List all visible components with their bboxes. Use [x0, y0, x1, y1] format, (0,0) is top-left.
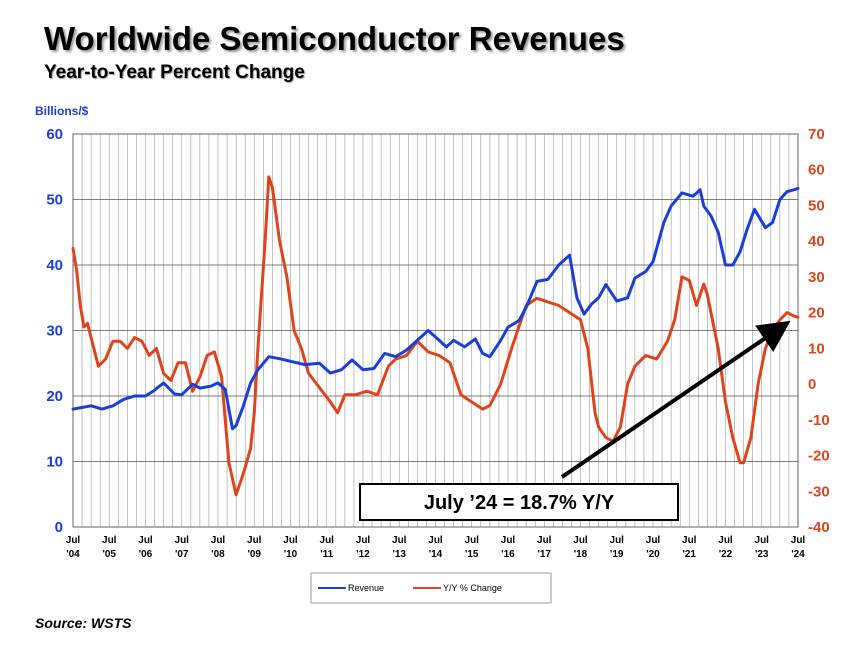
legend-label-yoy: Y/Y % Change [443, 583, 502, 593]
y-tick-label-left: 60 [46, 126, 63, 143]
x-tick-label: '17 [537, 549, 551, 560]
x-tick-label: '22 [719, 549, 733, 560]
x-tick-label: Jul [610, 535, 625, 546]
x-tick-label: '18 [574, 549, 588, 560]
chart-subtitle: Year-to-Year Percent Change [44, 62, 305, 83]
x-tick-label: '15 [465, 549, 479, 560]
x-tick-label: Jul [175, 535, 190, 546]
x-tick-label: Jul [392, 535, 407, 546]
legend-label-revenue: Revenue [348, 583, 384, 593]
x-tick-label: '23 [755, 549, 769, 560]
x-tick-label: '07 [175, 549, 189, 560]
x-tick-label: Jul [102, 535, 117, 546]
y-tick-label-right: 70 [808, 126, 825, 143]
x-tick-label: Jul [247, 535, 262, 546]
y-tick-label-right: 50 [808, 197, 825, 214]
y-tick-label-right: 20 [808, 305, 825, 322]
x-axis-ticks: Jul '04 Jul '05 Jul '06 Jul '07 Jul '08 Jul '09 Jul '… [66, 535, 806, 560]
x-tick-label: Jul [320, 535, 335, 546]
x-tick-label: Jul [356, 535, 371, 546]
y-tick-label-right: 30 [808, 269, 825, 286]
x-tick-label: Jul [646, 535, 661, 546]
x-tick-label: '04 [66, 549, 80, 560]
x-tick-label: Jul [573, 535, 588, 546]
y-tick-label-right: 40 [808, 233, 825, 250]
y-tick-label-left: 10 [46, 454, 63, 471]
y-tick-label-right: 60 [808, 162, 825, 179]
y-tick-label-right: -40 [808, 519, 830, 536]
y-tick-label-left: 40 [46, 257, 63, 274]
annotation-box [359, 483, 679, 521]
x-tick-label: '19 [610, 549, 624, 560]
annotation-arrow [560, 320, 791, 479]
x-tick-label: '10 [284, 549, 298, 560]
x-tick-label: '21 [682, 549, 696, 560]
x-tick-label: Jul [718, 535, 733, 546]
x-tick-label: Jul [138, 535, 153, 546]
x-tick-label: '11 [320, 549, 333, 560]
x-tick-label: '12 [356, 549, 370, 560]
annotation-text: July ’24 = 18.7% Y/Y [424, 492, 615, 514]
x-tick-label: '16 [501, 549, 515, 560]
plot-area [72, 133, 799, 528]
x-tick-label: '09 [247, 549, 261, 560]
x-tick-label: Jul [66, 535, 81, 546]
y-tick-label-left: 20 [46, 388, 63, 405]
x-tick-label: '24 [791, 549, 805, 560]
x-tick-label: Jul [791, 535, 806, 546]
x-tick-label: Jul [465, 535, 480, 546]
y-tick-label-right: 10 [808, 340, 825, 357]
series-line-yoy [71, 175, 800, 497]
y-tick-label-right: -10 [808, 412, 830, 429]
x-tick-label: '08 [211, 549, 225, 560]
x-tick-label: Jul [283, 535, 298, 546]
source-note: Source: WSTS [35, 615, 132, 631]
y-tick-label-right: -30 [808, 483, 830, 500]
x-tick-label: Jul [428, 535, 443, 546]
y-tick-label-right: 0 [808, 376, 816, 393]
y-tick-label-left: 30 [46, 323, 63, 340]
x-tick-label: Jul [501, 535, 516, 546]
y-tick-label-right: -20 [808, 448, 830, 465]
chart-title: Worldwide Semiconductor Revenues [44, 20, 625, 57]
x-tick-label: '20 [646, 549, 660, 560]
x-tick-label: Jul [755, 535, 770, 546]
x-tick-label: '14 [429, 549, 443, 560]
x-tick-label: '13 [392, 549, 406, 560]
series-line-revenue [71, 186, 800, 431]
y-tick-label-left: 50 [46, 192, 63, 209]
x-tick-label: '05 [102, 549, 116, 560]
x-tick-label: Jul [211, 535, 226, 546]
left-axis-ticks: 0 10 20 30 40 50 60 [46, 126, 63, 536]
right-axis-ticks: -40 -30 -20 -10 0 10 20 30 40 50 60 70 [808, 126, 830, 536]
x-tick-label: '06 [139, 549, 153, 560]
x-tick-label: Jul [682, 535, 697, 546]
x-tick-label: Jul [537, 535, 552, 546]
y-axis-label: Billions/$ [35, 104, 89, 118]
legend: Revenue Y/Y % Change [310, 572, 552, 604]
y-tick-label-left: 0 [55, 519, 63, 536]
